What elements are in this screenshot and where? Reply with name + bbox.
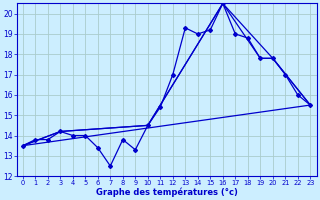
X-axis label: Graphe des températures (°c): Graphe des températures (°c) <box>96 187 237 197</box>
